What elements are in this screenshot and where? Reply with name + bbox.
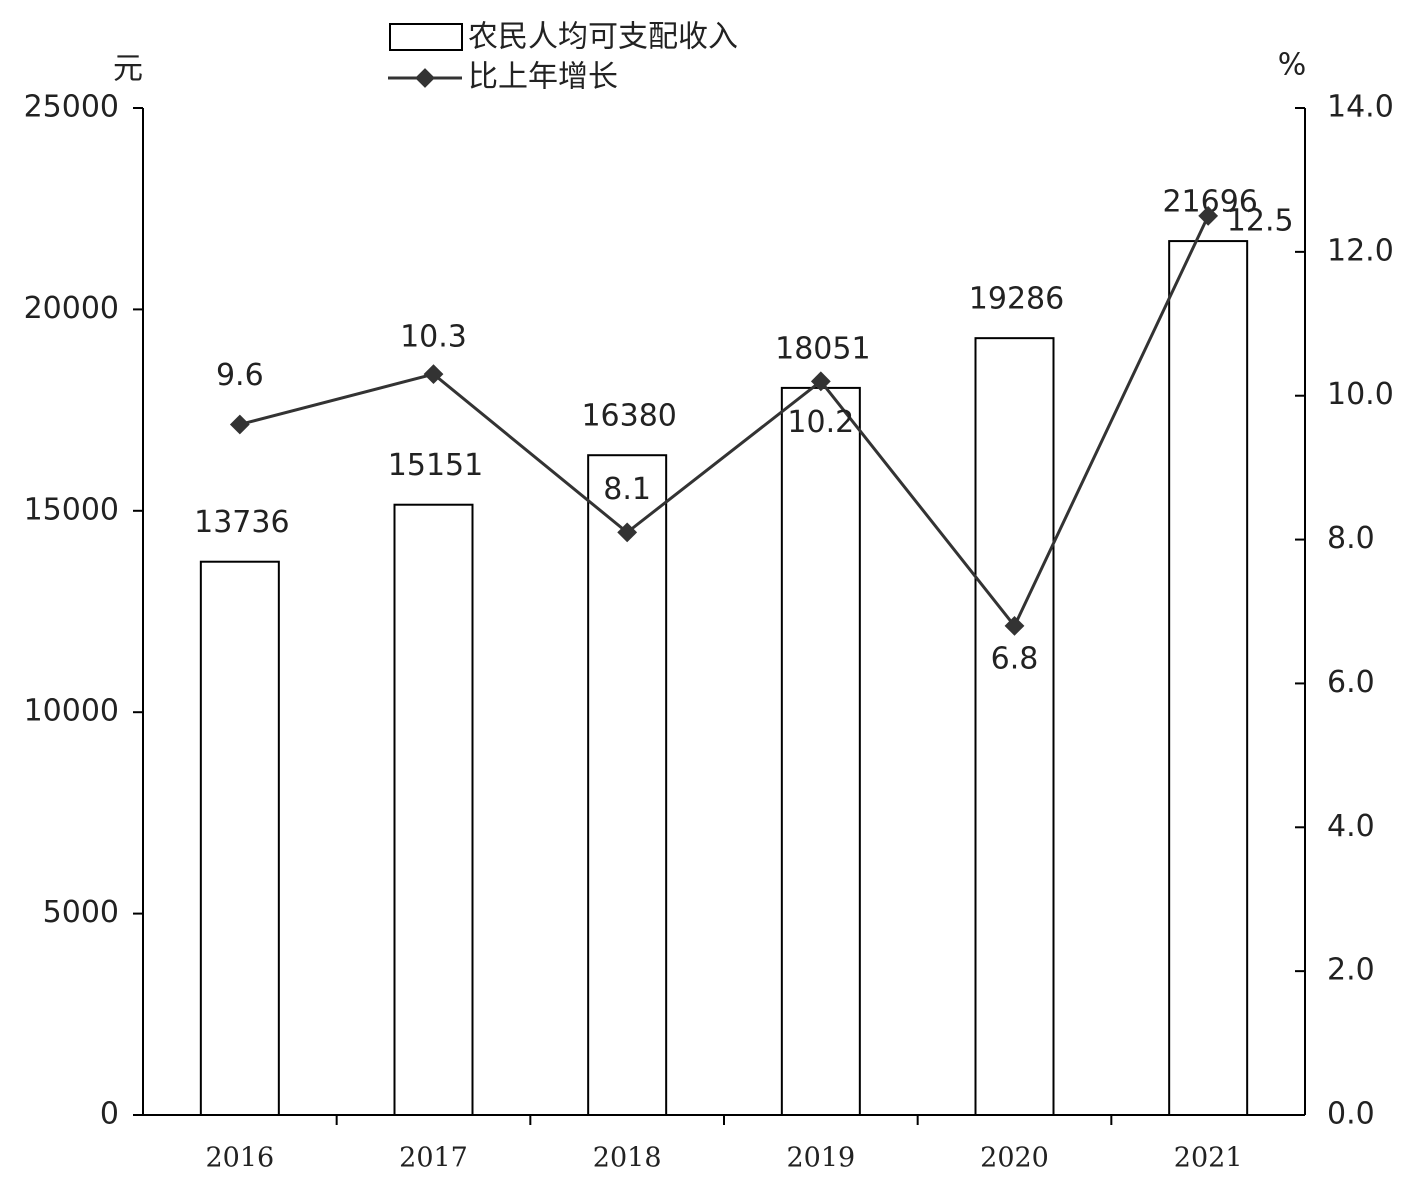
y-tick-label: 15000: [24, 492, 119, 527]
line-value-label: 6.8: [991, 641, 1039, 676]
bar: [199, 560, 280, 1116]
y2-tick-label: 8.0: [1327, 521, 1375, 556]
line-value-label: 10.2: [787, 405, 854, 440]
legend-marker: [415, 68, 435, 88]
x-tick-label: 2017: [399, 1143, 468, 1174]
legend-label: 比上年增长: [468, 60, 618, 95]
bar-value-label: 19286: [969, 282, 1064, 317]
bar: [393, 503, 474, 1116]
bar: [974, 337, 1055, 1116]
y2-tick-label: 2.0: [1327, 953, 1375, 988]
y2-tick-label: 10.0: [1327, 377, 1394, 412]
y-tick-label: 20000: [24, 291, 119, 326]
bar: [587, 454, 668, 1116]
bar-value-label: 16380: [581, 399, 676, 434]
y2-tick-label: 6.0: [1327, 665, 1375, 700]
line-value-label: 9.6: [216, 358, 264, 393]
y-tick-label: 5000: [43, 895, 119, 930]
line-marker: [229, 414, 250, 435]
legend-label: 农民人均可支配收入: [468, 20, 738, 55]
y-tick-label: 10000: [24, 694, 119, 729]
line: [239, 215, 1210, 629]
y2-unit: %: [1278, 48, 1307, 83]
line-marker: [423, 364, 444, 385]
y2-tick-label: 12.0: [1327, 233, 1394, 268]
bar: [1168, 240, 1249, 1116]
line-value-label: 12.5: [1227, 203, 1294, 238]
line-marker: [617, 522, 638, 543]
line-marker: [1004, 615, 1025, 636]
x-tick-label: 2016: [205, 1143, 274, 1174]
x-tick-label: 2020: [980, 1143, 1049, 1174]
x-tick-label: 2019: [786, 1143, 855, 1174]
y2-tick-label: 4.0: [1327, 809, 1375, 844]
line-marker: [1198, 205, 1219, 226]
bar-value-label: 15151: [388, 448, 483, 483]
x-tick-label: 2018: [593, 1143, 662, 1174]
y-unit: 元: [113, 52, 143, 87]
y2-tick-label: 14.0: [1327, 90, 1394, 125]
y-tick-label: 25000: [24, 90, 119, 125]
y-tick-label: 0: [100, 1097, 119, 1132]
x-tick-label: 2021: [1174, 1143, 1243, 1174]
y2-tick-label: 0.0: [1327, 1097, 1375, 1132]
line-value-label: 8.1: [603, 472, 651, 507]
line-marker: [810, 371, 831, 392]
bar-value-label: 18051: [775, 331, 870, 366]
bar-value-label: 13736: [194, 505, 289, 540]
bar: [780, 386, 861, 1117]
line-value-label: 10.3: [400, 320, 467, 355]
legend-bar-swatch: [389, 23, 463, 51]
